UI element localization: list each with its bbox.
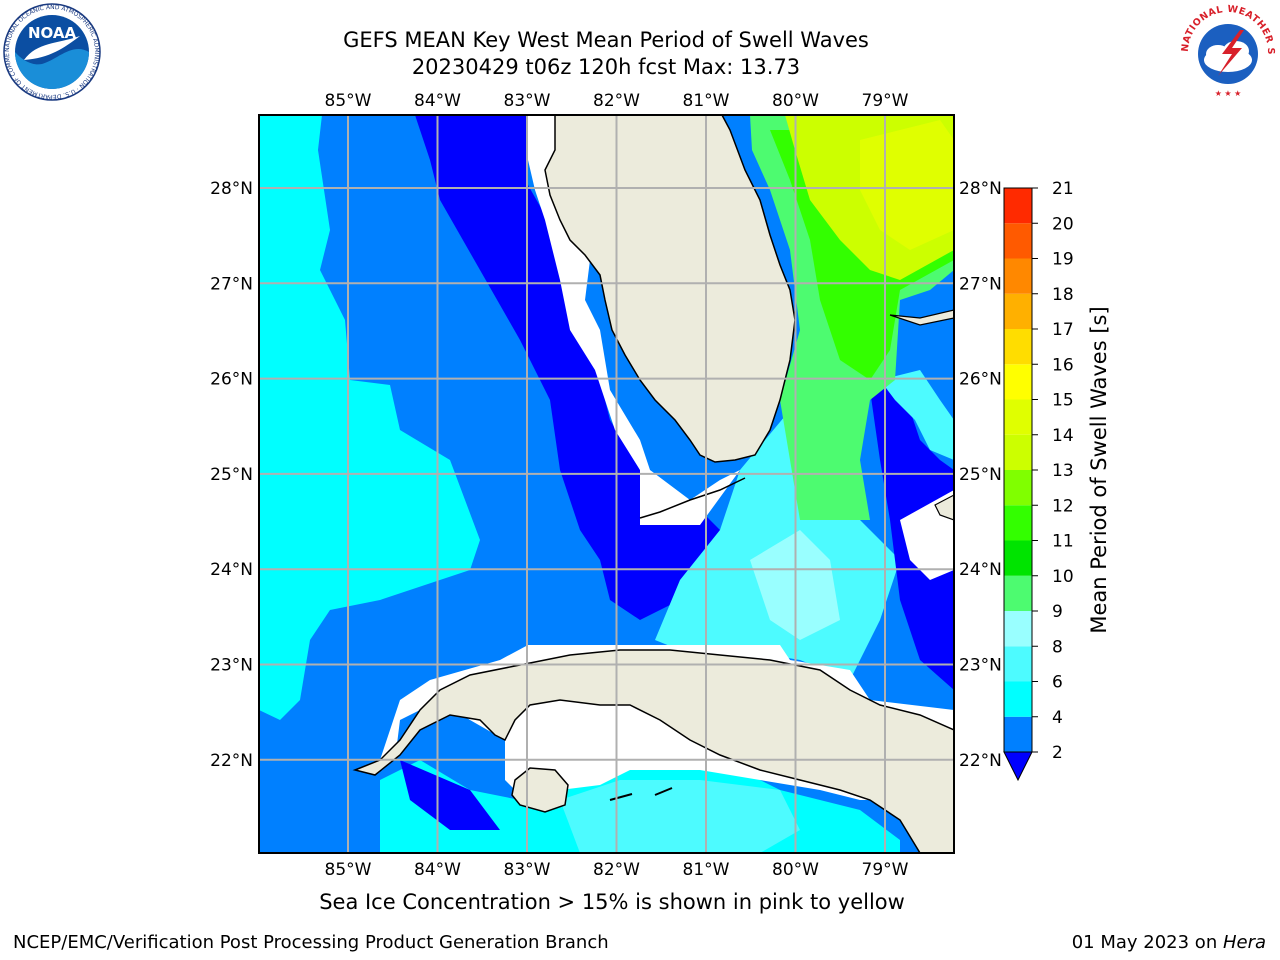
period-band-6-8-caribbean <box>560 780 800 853</box>
lat-label-left: 25°N <box>210 465 253 485</box>
colorbar-segment <box>1004 329 1032 365</box>
colorbar-tick-label: 17 <box>1052 320 1074 340</box>
nws-logo: NATIONAL WEATHER SERVICE ★ ★ ★ <box>1178 2 1276 100</box>
colorbar-tick-label: 21 <box>1052 179 1074 199</box>
colorbar-tick-label: 10 <box>1052 567 1074 587</box>
lat-label-right: 23°N <box>959 656 1002 676</box>
colorbar-segment <box>1004 364 1032 400</box>
colorbar-segment <box>1004 399 1032 435</box>
colorbar-tick-label: 4 <box>1052 708 1063 728</box>
colorbar-segment <box>1004 188 1032 224</box>
lat-label-right: 22°N <box>959 751 1002 771</box>
colorbar-tick-label: 15 <box>1052 391 1074 411</box>
svg-text:★ ★ ★: ★ ★ ★ <box>1215 89 1242 98</box>
lat-label-right: 28°N <box>959 179 1002 199</box>
land-andros <box>934 494 954 521</box>
colorbar-label: Mean Period of Swell Waves [s] <box>1087 306 1111 633</box>
cays-south-cuba <box>609 793 633 801</box>
wave-period-field <box>259 115 954 853</box>
lon-label-bottom: 79°W <box>862 860 909 880</box>
colorbar-segment <box>1004 646 1032 682</box>
lat-label-left: 27°N <box>210 274 253 294</box>
lon-label-top: 79°W <box>862 91 909 111</box>
colorbar-segment <box>1004 293 1032 329</box>
noaa-logo: NATIONAL OCEANIC AND ATMOSPHERIC ADMINIS… <box>2 2 101 101</box>
noaa-logo-text: NOAA <box>28 24 77 42</box>
colorbar-segment <box>1004 611 1032 647</box>
lat-label-left: 23°N <box>210 656 253 676</box>
cays-jardines <box>654 787 673 796</box>
period-band-13-14 <box>860 120 954 250</box>
map-title: GEFS MEAN Key West Mean Period of Swell … <box>343 28 869 52</box>
colorbar-tick-label: 11 <box>1052 532 1074 552</box>
lon-label-top: 85°W <box>325 91 372 111</box>
graticule <box>259 115 954 853</box>
colorbar-extend-triangle <box>1003 751 1033 782</box>
colorbar-tick-label: 20 <box>1052 214 1074 234</box>
lon-label-top: 84°W <box>414 91 461 111</box>
lon-label-bottom: 83°W <box>504 860 551 880</box>
colorbar-tick-label: 16 <box>1052 355 1074 375</box>
colorbar-segment <box>1004 575 1032 611</box>
lon-label-bottom: 84°W <box>414 860 461 880</box>
colorbar-segment <box>1004 681 1032 717</box>
colorbar-segment <box>1004 505 1032 541</box>
lon-label-top: 83°W <box>504 91 551 111</box>
coordinate-labels: 85°W 85°W 84°W 84°W 83°W 83°W 82°W 82°W 81°W 81°W… <box>210 91 1002 880</box>
colorbar-segment <box>1004 470 1032 506</box>
lon-label-bottom: 80°W <box>772 860 819 880</box>
lon-label-top: 82°W <box>593 91 640 111</box>
lat-label-right: 24°N <box>959 560 1002 580</box>
colorbar-tick-label: 9 <box>1052 602 1063 622</box>
lon-label-top: 80°W <box>772 91 819 111</box>
lon-label-bottom: 82°W <box>593 860 640 880</box>
colorbar-tick-label: 12 <box>1052 496 1074 516</box>
footer-host: Hera <box>1222 932 1266 953</box>
colorbar-tick-label: 8 <box>1052 637 1063 657</box>
florida-keys <box>639 477 746 519</box>
colorbar-segment <box>1004 258 1032 294</box>
lon-label-top: 81°W <box>683 91 730 111</box>
colorbar-segment <box>1004 434 1032 470</box>
colorbar-tick-label: 14 <box>1052 426 1074 446</box>
sea-ice-note: Sea Ice Concentration > 15% is shown in … <box>319 890 905 914</box>
lon-label-bottom: 81°W <box>683 860 730 880</box>
lat-label-left: 26°N <box>210 370 253 390</box>
lat-label-right: 25°N <box>959 465 1002 485</box>
lat-label-left: 22°N <box>210 751 253 771</box>
colorbar: 21 20 19 18 17 16 15 14 13 12 11 10 9 8 6 4 2 <box>1003 179 1074 782</box>
forecast-subtitle: 20230429 t06z 120h fcst Max: 13.73 <box>411 55 801 79</box>
colorbar-tick-label: 6 <box>1052 673 1063 693</box>
lat-label-right: 27°N <box>959 274 1002 294</box>
lat-label-left: 28°N <box>210 179 253 199</box>
land-florida <box>544 115 796 463</box>
footer-credit: NCEP/EMC/Verification Post Processing Pr… <box>13 932 609 953</box>
lat-label-right: 26°N <box>959 370 1002 390</box>
colorbar-segment <box>1004 223 1032 259</box>
colorbar-segment <box>1004 540 1032 576</box>
land-grand-bahama <box>889 309 954 326</box>
colorbar-segment <box>1004 716 1032 752</box>
period-band-6-8-east <box>880 370 954 460</box>
lat-label-left: 24°N <box>210 560 253 580</box>
colorbar-tick-label: 2 <box>1052 743 1063 763</box>
footer-date: 01 May 2023 on Hera <box>1071 932 1266 953</box>
colorbar-tick-label: 13 <box>1052 461 1074 481</box>
period-band-below-2-caribbean <box>400 760 500 830</box>
lon-label-bottom: 85°W <box>325 860 372 880</box>
colorbar-tick-label: 19 <box>1052 250 1074 270</box>
map-frame <box>258 114 955 854</box>
colorbar-tick-label: 18 <box>1052 285 1074 305</box>
